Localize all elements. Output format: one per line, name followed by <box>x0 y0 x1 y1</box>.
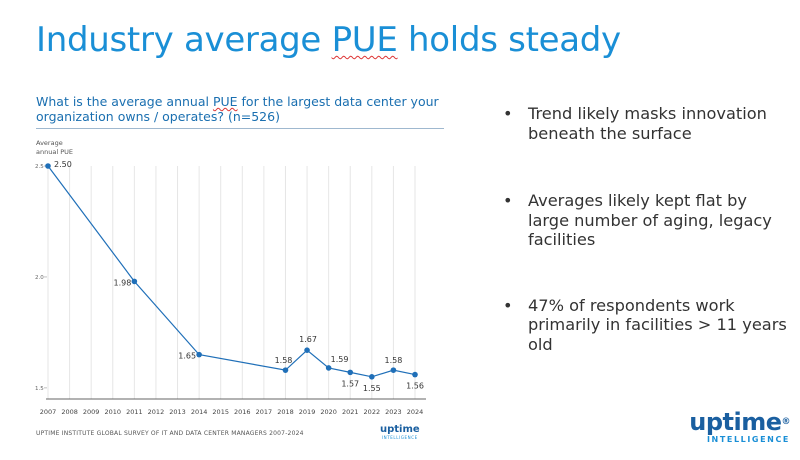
x-tick-2017: 2017 <box>256 408 273 416</box>
x-tick-2020: 2020 <box>320 408 337 416</box>
y-tick-2.5: 2.5 <box>35 164 44 170</box>
survey-question: What is the average annual PUE for the l… <box>36 94 446 124</box>
chart-logo-sub: INTELLIGENCE <box>381 435 418 440</box>
question-line1-pue: PUE <box>212 94 238 109</box>
data-label-2023: 1.58 <box>385 356 403 365</box>
data-point-2014 <box>196 351 202 358</box>
x-tick-2015: 2015 <box>212 408 229 416</box>
brand-word: uptime <box>689 408 782 436</box>
x-tick-2011: 2011 <box>126 408 143 416</box>
header-divider <box>36 128 444 129</box>
x-tick-2007: 2007 <box>40 408 57 416</box>
x-tick-2009: 2009 <box>83 408 100 416</box>
brand-sub: INTELLIGENCE <box>706 435 790 444</box>
y-axis-label-line2: annual PUE <box>36 148 73 156</box>
x-tick-2022: 2022 <box>364 408 381 416</box>
data-label-2014: 1.65 <box>178 352 196 361</box>
data-label-2020: 1.59 <box>331 355 349 364</box>
data-point-2023 <box>390 367 397 373</box>
question-line2: organization owns / operates? (n=526) <box>36 109 280 124</box>
slide-title: Industry average PUE holds steady <box>36 20 621 60</box>
data-label-2024: 1.56 <box>406 382 424 391</box>
data-point-2007 <box>45 163 51 169</box>
data-label-2018: 1.58 <box>275 356 293 365</box>
bullet-item-2: Averages likely kept flat by large numbe… <box>500 191 792 250</box>
x-tick-2023: 2023 <box>385 408 402 416</box>
data-point-2011 <box>131 278 138 285</box>
chart-grid <box>47 166 416 399</box>
source-note: UPTIME INSTITUTE GLOBAL SURVEY OF IT AND… <box>36 430 304 437</box>
data-point-2024 <box>412 371 418 378</box>
data-point-2019 <box>304 347 310 353</box>
data-point-2020 <box>325 365 332 371</box>
y-tick-1.5: 1.5 <box>35 386 44 392</box>
data-point-2018 <box>282 367 289 373</box>
data-points <box>45 163 418 380</box>
uptime-intelligence-logo: uptime® INTELLIGENCE <box>676 410 790 446</box>
data-point-2021 <box>347 369 354 376</box>
question-line1-end: for the largest data center your <box>237 94 439 109</box>
x-tick-2014: 2014 <box>191 408 208 416</box>
bullet-list: Trend likely masks innovation beneath th… <box>500 104 792 354</box>
pue-series-line <box>47 165 416 378</box>
chart-uptime-logo: uptime INTELLIGENCE <box>380 424 420 441</box>
data-labels: 2.50 1.98 1.65 1.58 1.67 1.59 1.57 1.55 1.58 1.56 <box>54 160 424 393</box>
title-text-pue: PUE <box>331 20 398 60</box>
x-tick-2008: 2008 <box>61 408 78 416</box>
x-tick-2010: 2010 <box>104 408 121 416</box>
brand-registered-mark: ® <box>781 417 791 427</box>
data-label-2021: 1.57 <box>341 379 359 388</box>
data-point-2022 <box>369 374 375 380</box>
x-tick-2018: 2018 <box>277 408 294 416</box>
chart-panel: What is the average annual PUE for the l… <box>34 94 446 446</box>
y-tick-2.0: 2.0 <box>35 275 44 281</box>
x-tick-2013: 2013 <box>169 408 186 416</box>
x-tick-2021: 2021 <box>342 408 359 416</box>
y-axis-ticks: 2.5 2.0 1.5 <box>35 164 47 392</box>
pue-line-chart: Average annual PUE 2.52.01.5 2007 2008 200… <box>35 139 426 416</box>
data-label-2022: 1.55 <box>363 384 381 393</box>
x-tick-2019: 2019 <box>299 408 316 416</box>
title-text-end: holds steady <box>397 20 621 60</box>
chart-logo-word: uptime <box>380 424 420 435</box>
data-label-2011: 1.98 <box>114 278 132 287</box>
bullet-item-1: Trend likely masks innovation beneath th… <box>500 104 792 143</box>
x-tick-2012: 2012 <box>148 408 165 416</box>
title-text-start: Industry average <box>36 20 332 60</box>
x-tick-2016: 2016 <box>234 408 251 416</box>
data-label-2019: 1.67 <box>299 335 317 344</box>
x-tick-2024: 2024 <box>407 408 424 416</box>
bullet-item-3: 47% of respondents work primarily in fac… <box>500 296 792 355</box>
question-line1-start: What is the average annual <box>36 94 213 109</box>
data-label-2007: 2.50 <box>54 160 72 169</box>
x-axis-ticks: 2007 2008 2009 2010 2011 2012 2013 2014 2015 2016… <box>40 408 424 416</box>
y-axis-label-line1: Average <box>36 139 63 147</box>
